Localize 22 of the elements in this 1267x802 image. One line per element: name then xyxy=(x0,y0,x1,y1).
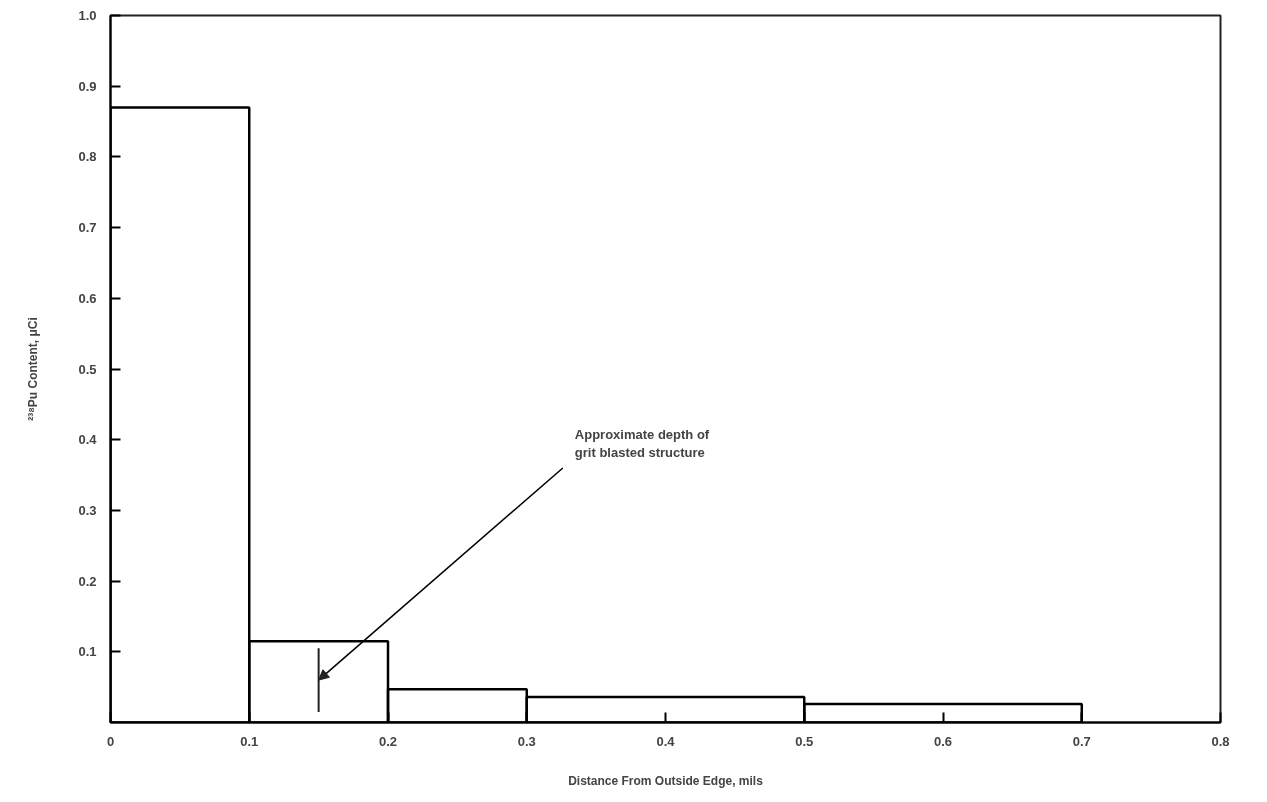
x-tick-label: 0.5 xyxy=(795,733,814,749)
y-tick-label: 0.2 xyxy=(78,573,97,589)
y-tick-label: 0.8 xyxy=(78,149,97,165)
y-tick-label: 0.7 xyxy=(78,220,97,236)
x-tick-label: 0.2 xyxy=(378,733,398,749)
y-tick-label: 1.0 xyxy=(78,8,97,23)
x-tick-label: 0.8 xyxy=(1211,733,1230,749)
y-tick-label: 0.5 xyxy=(78,361,97,377)
x-tick-label: 0.4 xyxy=(656,733,676,749)
x-axis-title: Distance From Outside Edge, mils xyxy=(568,773,764,788)
y-tick-label: 0.3 xyxy=(78,502,97,518)
x-tick-label: 0.6 xyxy=(933,733,953,749)
y-axis-title: ²³⁸Pu Content, μCi xyxy=(26,317,41,421)
y-tick-label: 0.4 xyxy=(78,432,98,448)
y-tick-label: 0.9 xyxy=(78,78,97,94)
y-tick-label: 0.6 xyxy=(78,290,97,306)
x-tick-label: 0 xyxy=(106,733,115,749)
ref-line-label: Approximate depth of grit blasted structure xyxy=(574,426,710,460)
x-tick-label: 0.7 xyxy=(1072,733,1091,749)
x-tick-label: 0.3 xyxy=(517,733,536,749)
y-tick-label: 0.1 xyxy=(78,644,97,660)
x-tick-label: 0.1 xyxy=(240,733,259,749)
